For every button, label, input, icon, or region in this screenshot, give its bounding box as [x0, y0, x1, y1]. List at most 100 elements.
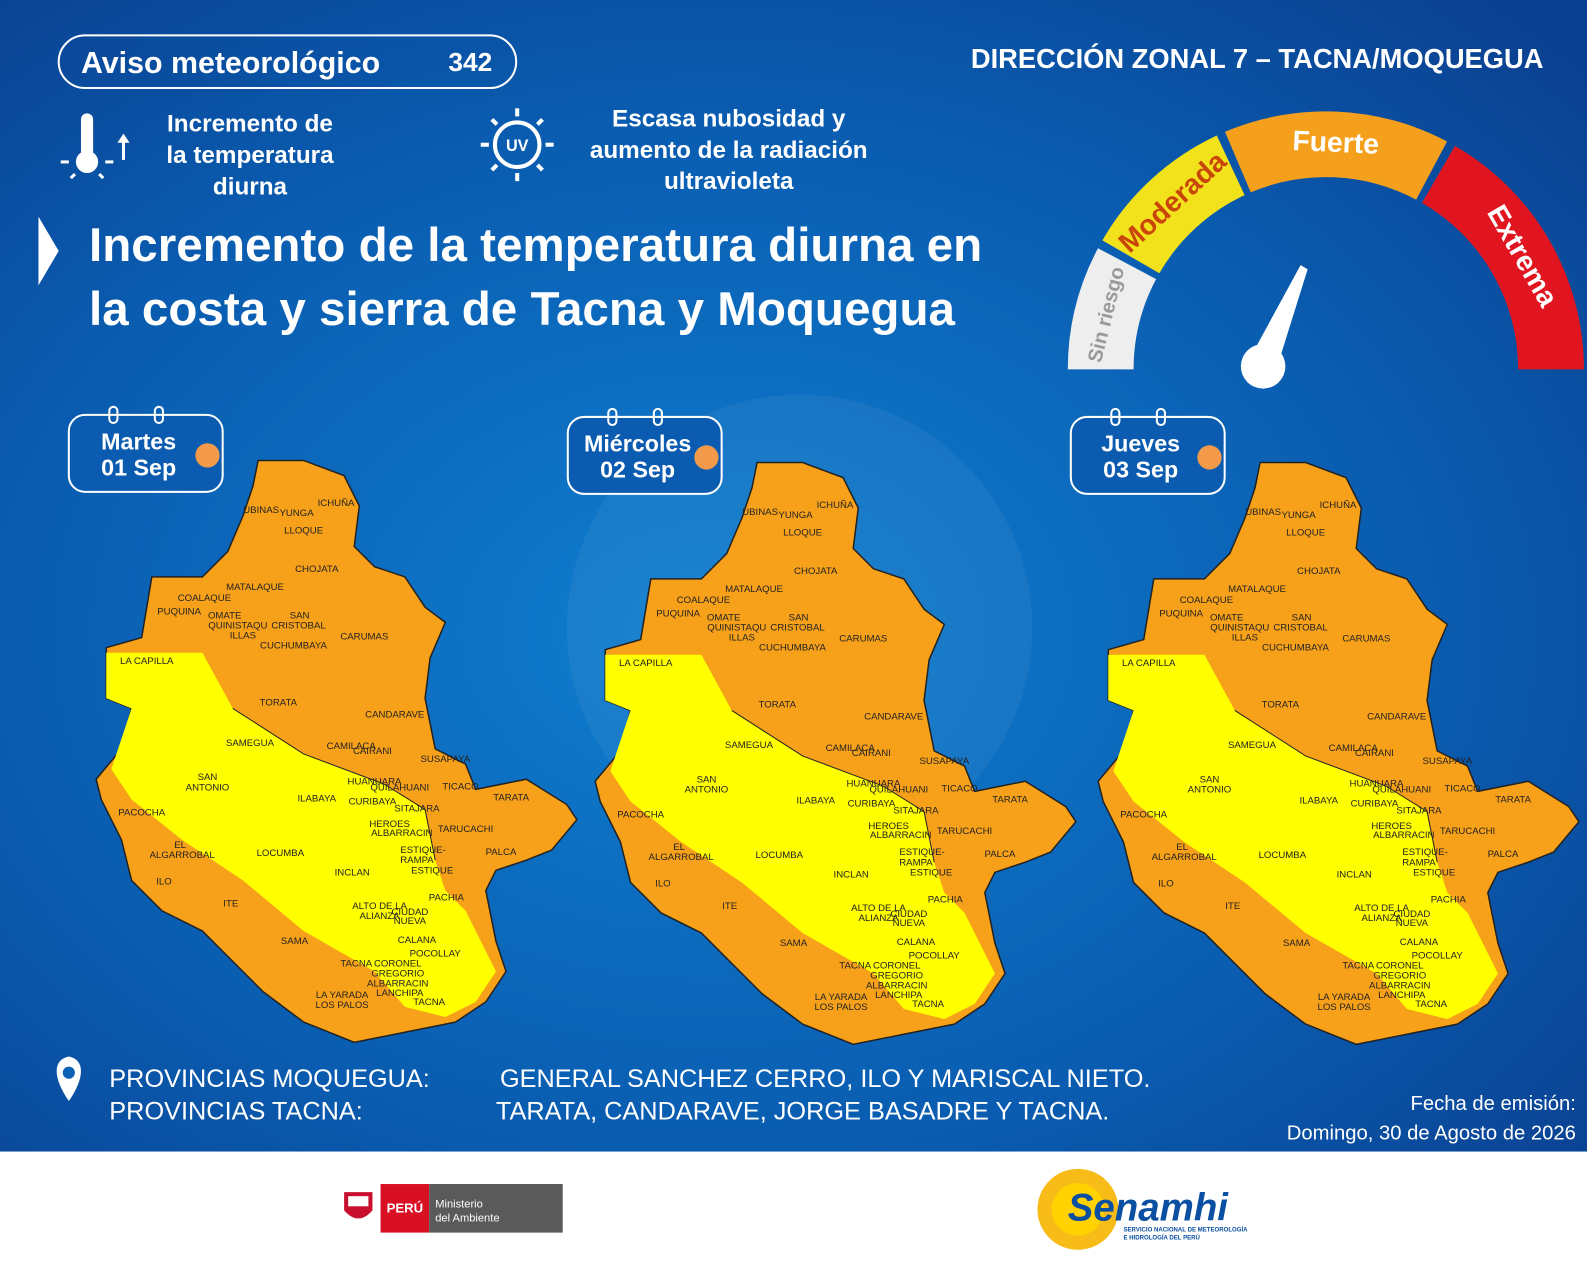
district-label: MATALAQUE [725, 584, 783, 595]
location-icon [56, 1056, 81, 1102]
district-label: LOCUMBA [257, 848, 305, 859]
district-label: PACOCHA [118, 808, 165, 819]
gauge-segment [1067, 248, 1157, 370]
district-label: ITE [223, 899, 238, 910]
district-label: SAMEGUA [1228, 740, 1277, 751]
district-label: SAN [789, 612, 809, 623]
district-label: LA CAPILLA [120, 656, 174, 667]
district-label: ICHUÑA [1320, 500, 1357, 511]
phenomenon-line: Incremento de [167, 111, 333, 138]
district-label: CALANA [398, 935, 437, 946]
date-dot [1197, 445, 1222, 470]
district-label: PALCA [486, 847, 517, 858]
phenomenon-line: la temperatura [166, 142, 334, 169]
district-label: TORATA [1262, 699, 1300, 710]
district-label: TACNA [1415, 999, 1447, 1010]
date: 01 Sep [101, 455, 176, 481]
headline-line: Incremento de la temperatura diurna en [89, 219, 982, 272]
district-label: TORATA [260, 697, 298, 708]
region-yellow [1108, 654, 1498, 1020]
district-label: ICHUÑA [817, 500, 854, 511]
district-label: QUILAHUANI [869, 784, 928, 795]
district-label: CARUMAS [839, 634, 887, 645]
district-label: ALIANZA [1362, 913, 1403, 924]
district-label: ILABAYA [297, 793, 336, 804]
district-label: ITE [1225, 901, 1240, 912]
calendar-ring [1110, 407, 1121, 427]
district-label: PUQUINA [1159, 608, 1203, 619]
district-label: CANDARAVE [1367, 712, 1426, 723]
district-label: COALAQUE [1180, 595, 1233, 606]
district-label: CHOJATA [295, 564, 339, 575]
district-label: LOS PALOS [814, 1002, 867, 1013]
uv-icon [480, 108, 554, 182]
district-label: ALBARRACIN [1369, 981, 1430, 992]
gauge-segment [1225, 111, 1448, 200]
district-label: CRISTOBAL [770, 622, 825, 633]
weekday: Miércoles [584, 430, 691, 456]
district-label: ALIANZA [858, 913, 899, 924]
district-label: MATALAQUE [1228, 584, 1286, 595]
district-label: ALGARROBAL [649, 852, 715, 863]
district-label: MATALAQUE [226, 582, 284, 593]
district-label: YUNGA [1281, 510, 1316, 521]
district-label: ALIANZA [360, 911, 401, 922]
district-label: CAIRANI [1355, 748, 1394, 759]
district-label: QUILAHUANI [370, 782, 429, 793]
district-label: CAIRANI [353, 746, 392, 757]
weekday: Martes [101, 428, 176, 454]
district-label: PACOCHA [617, 810, 664, 821]
district-label: UBINAS [742, 507, 778, 518]
district-label: CORONEL [374, 958, 422, 969]
headline-arrow [38, 216, 59, 286]
district-label: ANTONIO [186, 782, 230, 793]
district-label: CURIBAYA [349, 797, 397, 808]
district-label: NUEVA [1396, 918, 1429, 929]
district-label: PACOCHA [1120, 810, 1167, 821]
district-label: LOCUMBA [1259, 850, 1307, 861]
district-label: SITAJARA [893, 806, 939, 817]
district-label: TACNA [912, 999, 944, 1010]
gauge-needle [1250, 265, 1308, 367]
district-label: CHOJATA [1297, 566, 1341, 577]
district-label: ESTIQUE [411, 865, 453, 876]
district-label: EL [174, 840, 186, 851]
district-label: CARUMAS [340, 632, 388, 643]
office: DIRECCIÓN ZONAL 7 – TACNA/MOQUEGUA [971, 43, 1544, 74]
district-label: ILO [156, 876, 172, 887]
date: 02 Sep [600, 457, 675, 483]
district-label: TACNA [413, 997, 445, 1008]
district-label: NUEVA [893, 918, 926, 929]
district-label: TARUCACHI [438, 824, 493, 835]
district-label: CALANA [1400, 937, 1439, 948]
district-label: LANCHIPA [875, 990, 923, 1001]
district-label: SAMA [281, 936, 309, 947]
district-label: ITE [722, 901, 737, 912]
district-label: CALANA [897, 937, 936, 948]
district-label: EL [673, 842, 685, 853]
district-label: ALBARRACIN [1373, 830, 1434, 841]
district-label: PUQUINA [157, 606, 201, 617]
district-label: LOS PALOS [1317, 1002, 1370, 1013]
district-label: TARUCACHI [937, 826, 992, 837]
peru-emblem [344, 1192, 373, 1219]
district-label: PACHIA [429, 893, 465, 904]
district-label: LLOQUE [1286, 527, 1325, 538]
district-label: QUILAHUANI [1372, 784, 1431, 795]
district-label: CANDARAVE [864, 712, 923, 723]
district-label: CAMILACA [327, 741, 377, 752]
issued-date: Domingo, 30 de Agosto de 2026 [1287, 1123, 1576, 1145]
district-label: PALCA [985, 849, 1016, 860]
district-label: HEROES [868, 821, 909, 832]
district-label: YUNGA [778, 510, 813, 521]
district-label: ALTO DE LA [352, 901, 407, 912]
district-label: ESTIQUE [910, 867, 952, 878]
district-label: PACHIA [928, 895, 964, 906]
calendar-ring [607, 407, 618, 427]
district-label: TACNA [839, 960, 871, 971]
district-label: OMATE [1210, 612, 1243, 623]
district-label: SITAJARA [394, 804, 440, 815]
date-badge [1069, 415, 1226, 495]
district-label: LANCHIPA [1378, 990, 1426, 1001]
